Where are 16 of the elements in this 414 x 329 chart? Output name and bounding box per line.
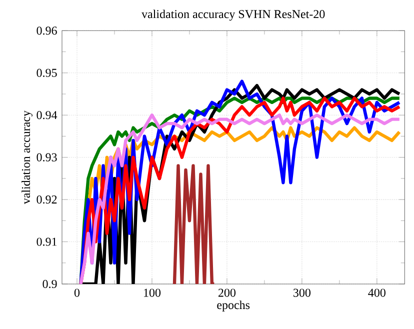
y-tick-label: 0.95 xyxy=(36,68,57,77)
x-tick-label: 100 xyxy=(144,288,161,297)
chart-title: validation accuracy SVHN ResNet-20 xyxy=(142,10,325,21)
y-tick-label: 0.91 xyxy=(36,238,57,246)
x-tick-label: 400 xyxy=(368,288,386,297)
x-tick-label: 200 xyxy=(218,288,236,297)
y-axis-title: validation accuracy xyxy=(22,110,32,204)
y-tick-label: 0.96 xyxy=(36,26,57,35)
y-tick-label: 0.9 xyxy=(42,280,57,288)
line-series xyxy=(172,164,216,284)
x-tick-label: 300 xyxy=(294,288,310,297)
y-tick-label: 0.92 xyxy=(36,195,57,204)
x-tick-label: 0 xyxy=(74,288,80,297)
y-tick-label: 0.94 xyxy=(36,111,58,120)
y-tick-label: 0.93 xyxy=(36,153,57,162)
x-axis-title: epochs xyxy=(217,300,250,312)
